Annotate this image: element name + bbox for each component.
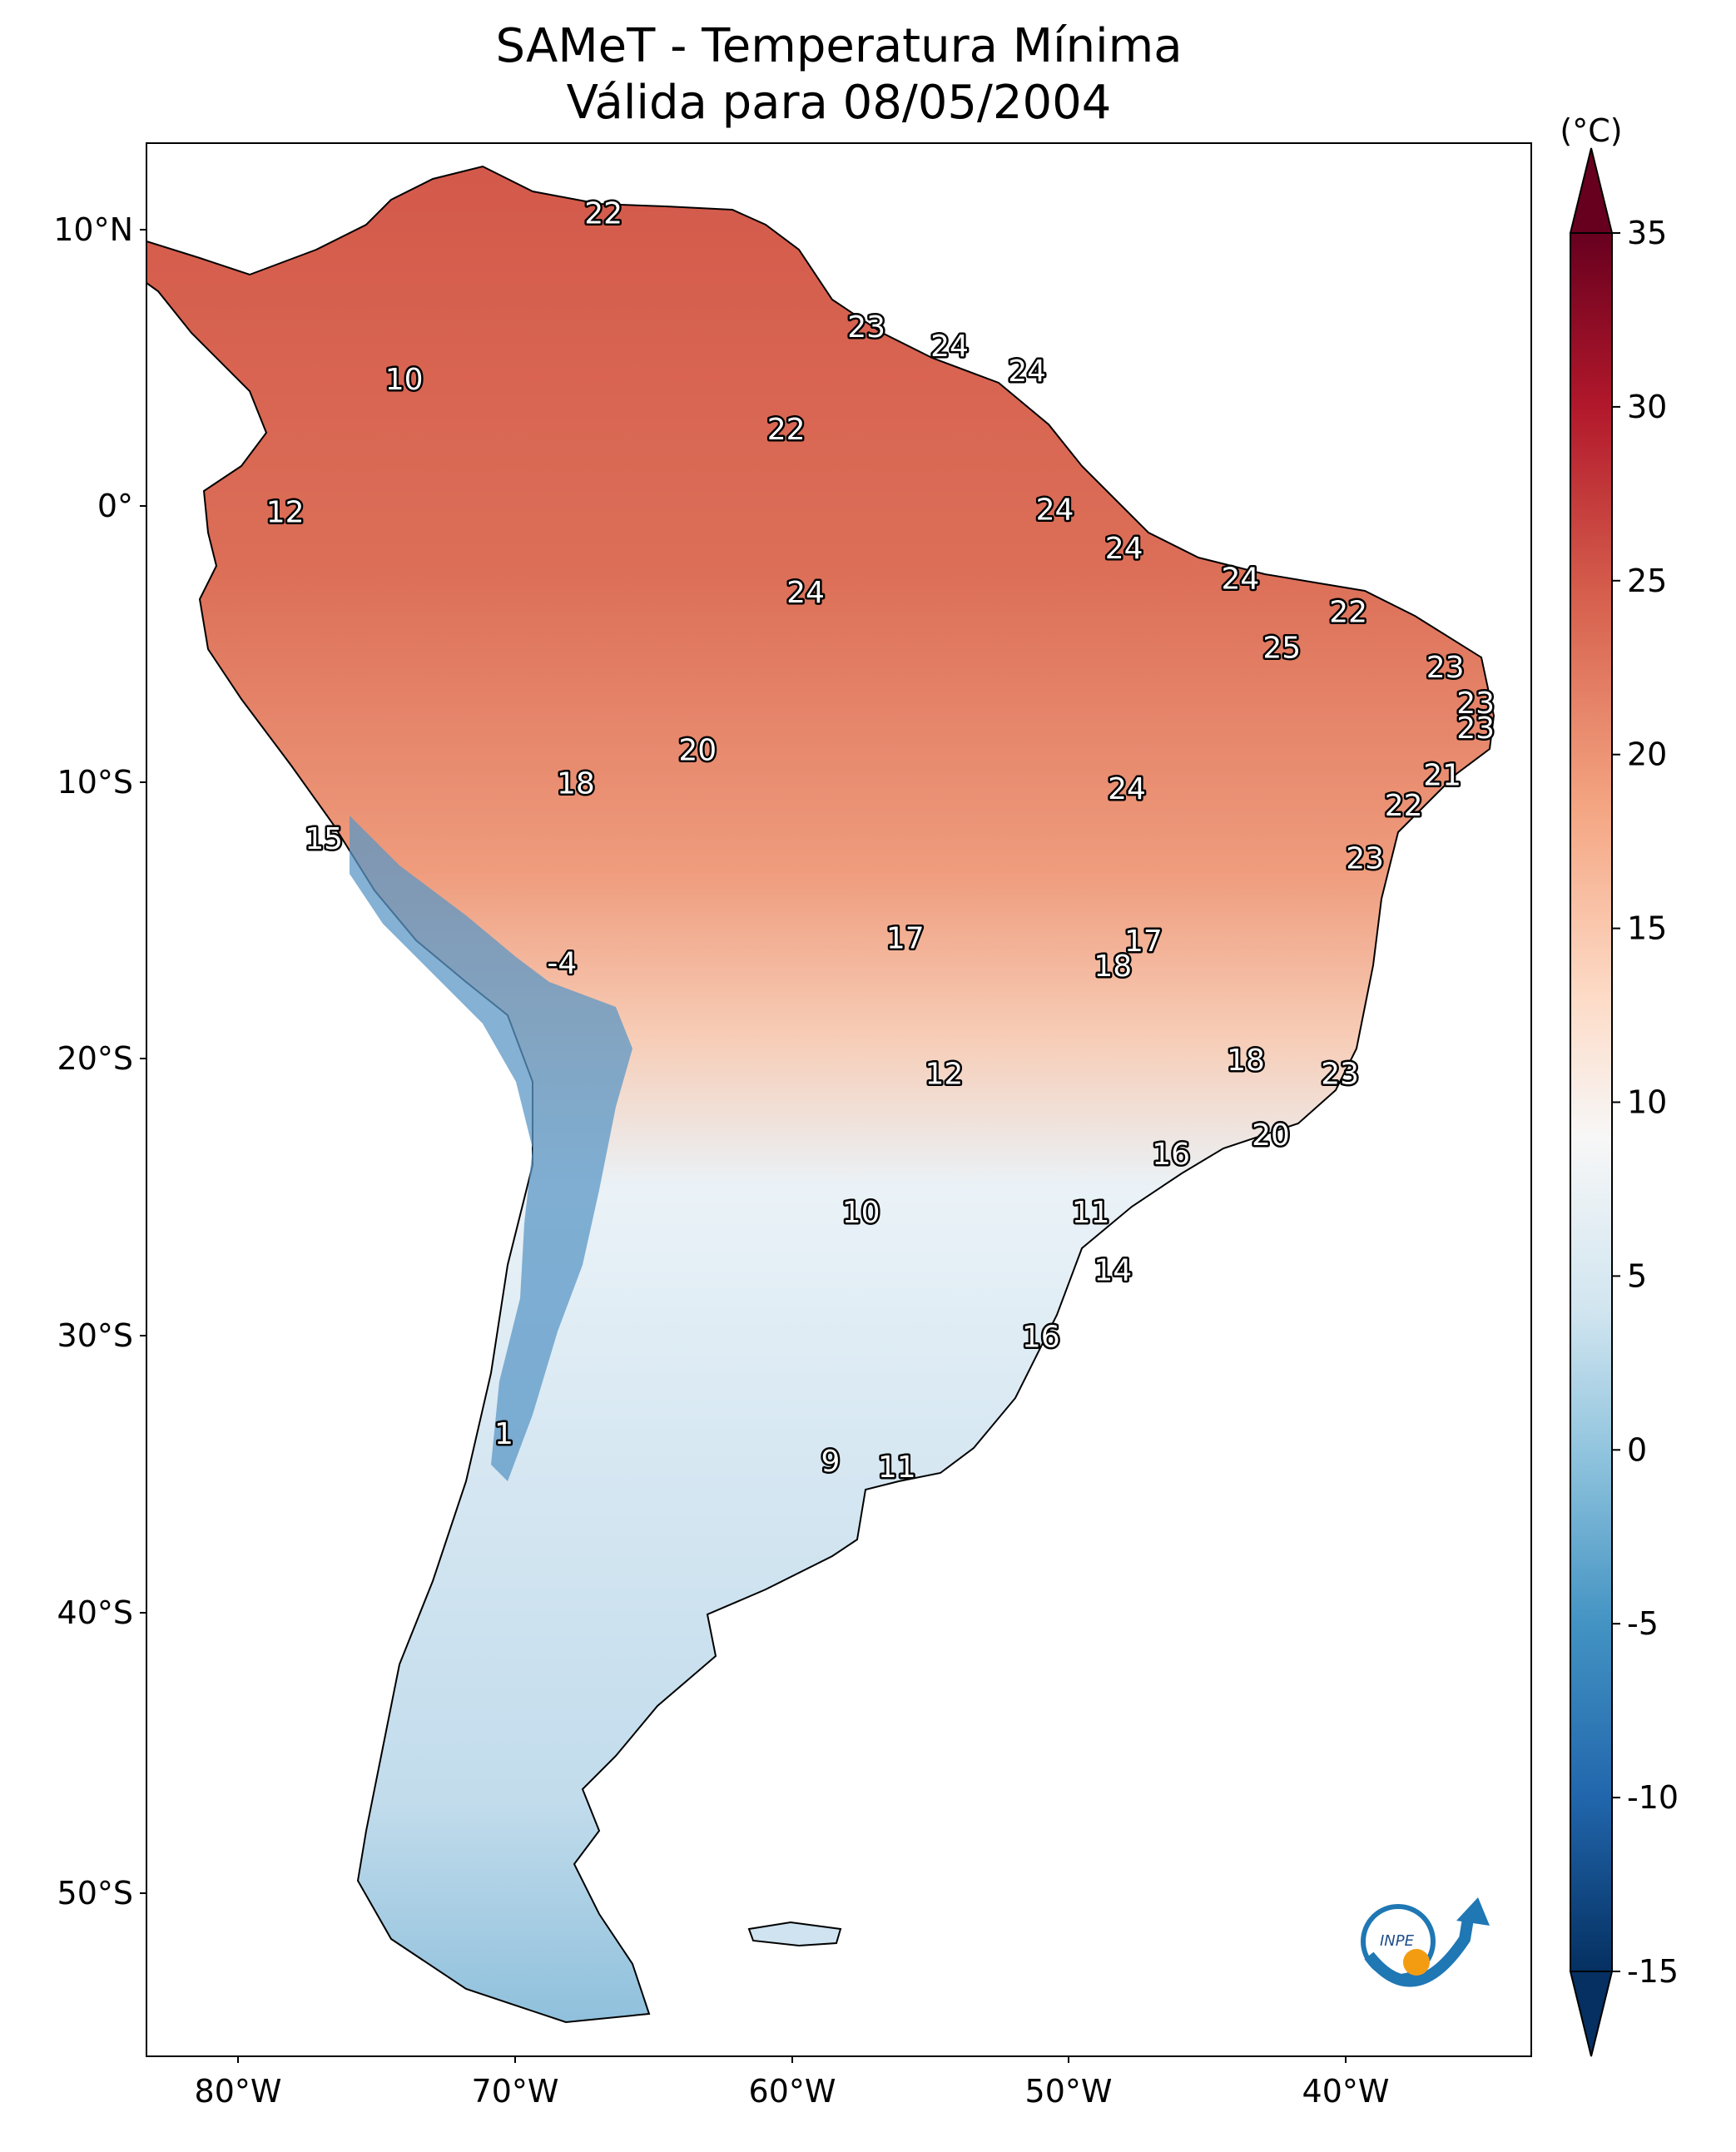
lon-tick-70w: 70°W: [472, 2073, 559, 2110]
colorbar-tick-label: -15: [1627, 1953, 1679, 1990]
colorbar-tick-label: 10: [1627, 1084, 1667, 1121]
lon-tick-50w: 50°W: [1025, 2073, 1113, 2110]
latitude-axis: 10°N 0° 10°S 20°S 30°S 40°S 50°S: [53, 211, 146, 1912]
lat-tick-10s: 10°S: [57, 764, 133, 801]
temperature-label: 17: [886, 922, 925, 956]
temperature-label: 18: [557, 767, 595, 801]
temperature-label: 9: [821, 1445, 841, 1479]
temperature-label: -4: [547, 947, 577, 981]
colorbar-tick-label: 15: [1627, 910, 1667, 947]
temperature-label: 24: [1105, 532, 1143, 566]
temperature-label: 23: [847, 310, 885, 345]
temperature-label: 18: [1227, 1044, 1265, 1078]
temperature-label: 20: [1252, 1118, 1290, 1153]
colorbar: (°C) 35 30 25 20 15 10 5 0 -5 -10 -15: [1560, 112, 1679, 2057]
lon-tick-60w: 60°W: [749, 2073, 836, 2110]
temperature-label: 22: [1385, 789, 1423, 823]
map-title: SAMeT - Temperatura Mínima Válida para 0…: [146, 18, 1531, 131]
colorbar-tick-label: 30: [1627, 389, 1667, 425]
falkland-islands: [747, 1921, 842, 1947]
temperature-label: 24: [1008, 355, 1046, 389]
colorbar-tick-label: 0: [1627, 1431, 1647, 1468]
temperature-label: 1: [494, 1417, 513, 1451]
logo-text: INPE: [1380, 1932, 1415, 1950]
colorbar-tick-label: 20: [1627, 736, 1667, 773]
temperature-label: 14: [1094, 1254, 1132, 1288]
colorbar-gradient: [1570, 232, 1613, 1972]
temperature-label: 16: [1152, 1138, 1190, 1172]
temperature-label: 16: [1022, 1321, 1060, 1355]
temperature-label: 10: [385, 363, 424, 397]
colorbar-max-extension: [1569, 147, 1614, 234]
lat-tick-50s: 50°S: [57, 1875, 133, 1912]
map-frame: [146, 142, 1532, 2057]
title-line-2: Válida para 08/05/2004: [566, 76, 1112, 130]
temperature-label: 10: [842, 1196, 880, 1230]
colorbar-tick-label: 5: [1627, 1257, 1647, 1294]
andes-cold-region: [350, 816, 632, 1481]
colorbar-min-extension: [1569, 1971, 1614, 2057]
temperature-label: 24: [1221, 563, 1259, 597]
temperature-label: 21: [1423, 759, 1461, 793]
temperature-label: 17: [1124, 925, 1163, 959]
temperature-label: 12: [925, 1058, 963, 1092]
colorbar-tick-label: 25: [1627, 563, 1667, 599]
colorbar-tick-label: -10: [1627, 1779, 1679, 1816]
lat-tick-40s: 40°S: [57, 1594, 133, 1631]
temperature-label: 23: [1346, 841, 1384, 875]
temperature-label: 20: [678, 734, 717, 768]
temperature-label: 23: [1426, 651, 1465, 685]
temperature-label: 12: [266, 496, 305, 530]
title-line-1: SAMeT - Temperatura Mínima: [495, 19, 1183, 73]
inpe-logo: INPE: [1361, 1897, 1490, 1987]
longitude-axis: 80°W 70°W 60°W 50°W 40°W: [195, 2056, 1390, 2110]
colorbar-tick-label: -5: [1627, 1605, 1659, 1642]
temperature-label: 24: [930, 330, 969, 364]
temperature-label: 23: [1456, 687, 1495, 721]
temperature-label: 23: [1456, 712, 1495, 746]
temperature-label: 24: [786, 576, 825, 610]
temperature-label: 23: [1321, 1058, 1359, 1092]
temperature-label: 15: [305, 822, 343, 856]
temperature-label: 18: [1094, 950, 1132, 984]
lon-tick-80w: 80°W: [195, 2073, 282, 2110]
colorbar-ticks: 35 30 25 20 15 10 5 0 -5 -10 -15: [1612, 215, 1679, 1990]
temperature-label: 22: [767, 413, 806, 447]
temperature-label: 24: [1108, 772, 1146, 806]
temperature-label: 22: [1329, 595, 1367, 629]
temperature-label: 24: [1036, 493, 1074, 527]
lat-tick-20s: 20°S: [57, 1040, 133, 1077]
lat-tick-30s: 30°S: [57, 1317, 133, 1354]
temperature-label: 22: [584, 197, 622, 231]
lat-tick-0: 0°: [97, 488, 133, 524]
temperature-label: 25: [1262, 632, 1301, 666]
lat-tick-10n: 10°N: [53, 211, 133, 248]
lon-tick-40w: 40°W: [1302, 2073, 1390, 2110]
temperature-label: 11: [878, 1450, 916, 1485]
colorbar-tick-label: 35: [1627, 215, 1667, 251]
temperature-label: 11: [1072, 1196, 1110, 1230]
colorbar-units: (°C): [1560, 112, 1622, 149]
